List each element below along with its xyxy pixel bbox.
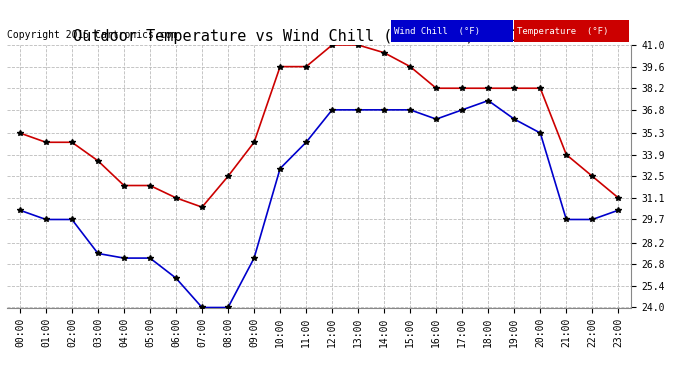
Text: Wind Chill  (°F): Wind Chill (°F) [394,27,480,36]
FancyBboxPatch shape [514,20,629,42]
Title: Outdoor Temperature vs Wind Chill (24 Hours)  20151120: Outdoor Temperature vs Wind Chill (24 Ho… [72,29,566,44]
Text: Copyright 2015 Cartronics.com: Copyright 2015 Cartronics.com [7,30,177,40]
Text: Temperature  (°F): Temperature (°F) [517,27,609,36]
FancyBboxPatch shape [391,20,513,42]
